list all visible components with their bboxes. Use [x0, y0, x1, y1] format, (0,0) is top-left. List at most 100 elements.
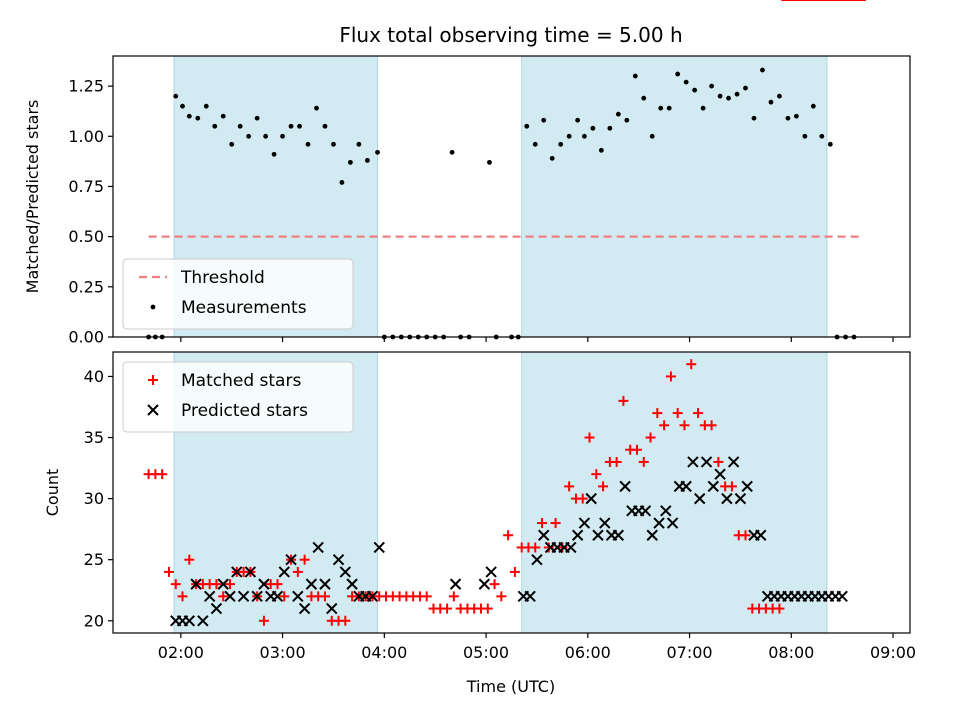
y-tick-label: 30 — [84, 489, 104, 508]
y-tick-label: 25 — [84, 550, 104, 569]
matched-stars-point — [218, 591, 229, 602]
matched-stars-point — [509, 566, 520, 577]
predicted-stars-point — [707, 480, 720, 493]
predicted-stars-point — [836, 590, 848, 603]
predicted-stars-point — [305, 578, 318, 590]
measurement-point — [254, 115, 260, 121]
measurement-point — [263, 133, 269, 139]
matched-stars-point — [665, 371, 676, 382]
predicted-stars-point — [734, 492, 747, 505]
x-tick-label: 02:00 — [158, 643, 204, 662]
measurement-point — [575, 117, 581, 123]
legend-marker — [150, 304, 156, 310]
measurement-point — [356, 141, 362, 147]
measurement-point — [666, 105, 672, 111]
matched-stars-point — [442, 603, 453, 614]
measurement-point — [288, 123, 294, 129]
predicted-stars-point — [571, 529, 584, 541]
measurement-point — [524, 123, 530, 129]
measurement-point — [717, 93, 723, 99]
matched-stars-point — [740, 530, 751, 541]
legend-label: Predicted stars — [181, 401, 308, 421]
matched-stars-point — [706, 420, 717, 431]
y-tick-label: 0.50 — [68, 227, 104, 246]
measurement-point — [532, 141, 538, 147]
predicted-stars-point — [373, 541, 385, 554]
predicted-stars-point — [666, 517, 679, 529]
matched-stars-point — [225, 579, 236, 590]
predicted-stars-point — [694, 492, 706, 505]
matched-stars-point — [340, 615, 351, 626]
measurement-point — [598, 147, 604, 153]
measurement-point — [348, 159, 353, 165]
matched-stars-point — [530, 542, 541, 553]
measurement-point — [280, 133, 285, 139]
measurement-point — [487, 159, 492, 165]
predicted-stars-point — [346, 578, 358, 590]
matched-stars-point — [638, 456, 649, 467]
measurement-point — [760, 67, 765, 73]
predicted-stars-point — [231, 566, 243, 578]
matched-stars-point — [550, 518, 561, 529]
predicted-stars-point — [197, 615, 209, 627]
measurement-point — [314, 105, 319, 111]
observing-window — [521, 352, 827, 633]
predicted-stars-point — [203, 590, 216, 603]
predicted-stars-point — [244, 566, 257, 578]
y-tick-label: 20 — [84, 611, 104, 630]
predicted-stars-point — [660, 505, 672, 517]
matched-stars-point — [611, 456, 622, 467]
y-tick-label: 35 — [84, 428, 104, 447]
matched-stars-point — [584, 432, 595, 443]
measurement-point — [203, 103, 209, 109]
measurement-point — [785, 115, 791, 121]
predicted-stars-point — [578, 517, 591, 529]
plot-frame — [112, 55, 911, 338]
predicted-stars-point — [366, 590, 379, 603]
predicted-stars-point — [271, 590, 284, 603]
measurement-point — [566, 133, 572, 139]
measurement-point — [768, 99, 774, 105]
predicted-stars-point — [210, 602, 223, 615]
x-tick-label: 04:00 — [361, 643, 407, 662]
measurement-point — [700, 105, 706, 111]
matched-stars-point — [713, 456, 724, 467]
measurement-point — [641, 95, 647, 101]
x-tick-label: 09:00 — [870, 643, 916, 662]
predicted-stars-point — [592, 529, 604, 541]
legend-box — [122, 361, 354, 433]
measurement-point — [709, 83, 714, 89]
measurement-point — [692, 87, 698, 93]
measurement-point — [590, 125, 596, 131]
matched-stars-point — [157, 469, 168, 480]
y-tick-label: 0.25 — [68, 277, 104, 296]
measurement-point — [186, 113, 192, 119]
measurement-point — [180, 103, 185, 109]
predicted-stars-point — [183, 615, 196, 627]
x-tick-label: 07:00 — [666, 643, 712, 662]
predicted-stars-point — [339, 566, 352, 578]
matched-stars-point — [659, 420, 670, 431]
measurement-point — [305, 141, 311, 147]
legend-entry-matched-stars: Matched stars — [148, 371, 301, 391]
predicted-stars-point — [449, 578, 462, 590]
x-tick-label: 06:00 — [565, 643, 611, 662]
x-tick-label: 05:00 — [463, 643, 509, 662]
measurement-point — [173, 93, 179, 99]
y-axis-label: Matched/Predicted stars — [23, 100, 42, 294]
legend-marker — [147, 404, 159, 416]
y-tick-label: 40 — [84, 367, 104, 386]
y-tick-label: 1.25 — [68, 77, 104, 96]
matched-stars-point — [631, 444, 642, 455]
predicted-stars-point — [538, 529, 550, 541]
measurement-point — [331, 141, 336, 147]
x-axis-label: Time (UTC) — [466, 677, 555, 696]
predicted-stars-point — [258, 578, 270, 590]
predicted-stars-point — [326, 602, 338, 615]
measurement-point — [449, 149, 455, 155]
legend-label: Threshold — [180, 268, 265, 288]
predicted-stars-point — [190, 578, 202, 590]
matched-stars-point — [170, 579, 181, 590]
predicted-stars-point — [478, 578, 491, 590]
y-tick-label: 1.00 — [68, 127, 104, 146]
